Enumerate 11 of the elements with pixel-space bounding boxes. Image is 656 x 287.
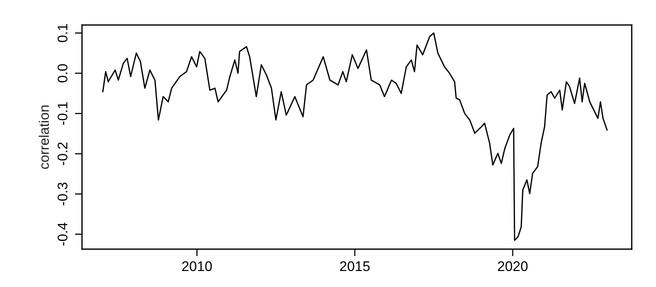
x-tick-label: 2020 xyxy=(498,261,528,272)
y-tick-label: 0.1 xyxy=(58,24,68,42)
line-series xyxy=(102,32,608,241)
y-axis-title: correlation xyxy=(38,106,49,169)
x-tick-label: 2010 xyxy=(182,261,212,272)
x-tick-label: 2015 xyxy=(340,261,370,272)
y-tick-label: -0.2 xyxy=(58,142,68,166)
y-tick-label: -0.4 xyxy=(58,222,68,246)
y-tick-label: 0.0 xyxy=(58,64,68,82)
y-tick-label: -0.1 xyxy=(58,102,68,125)
y-tick-label: -0.3 xyxy=(58,182,68,206)
